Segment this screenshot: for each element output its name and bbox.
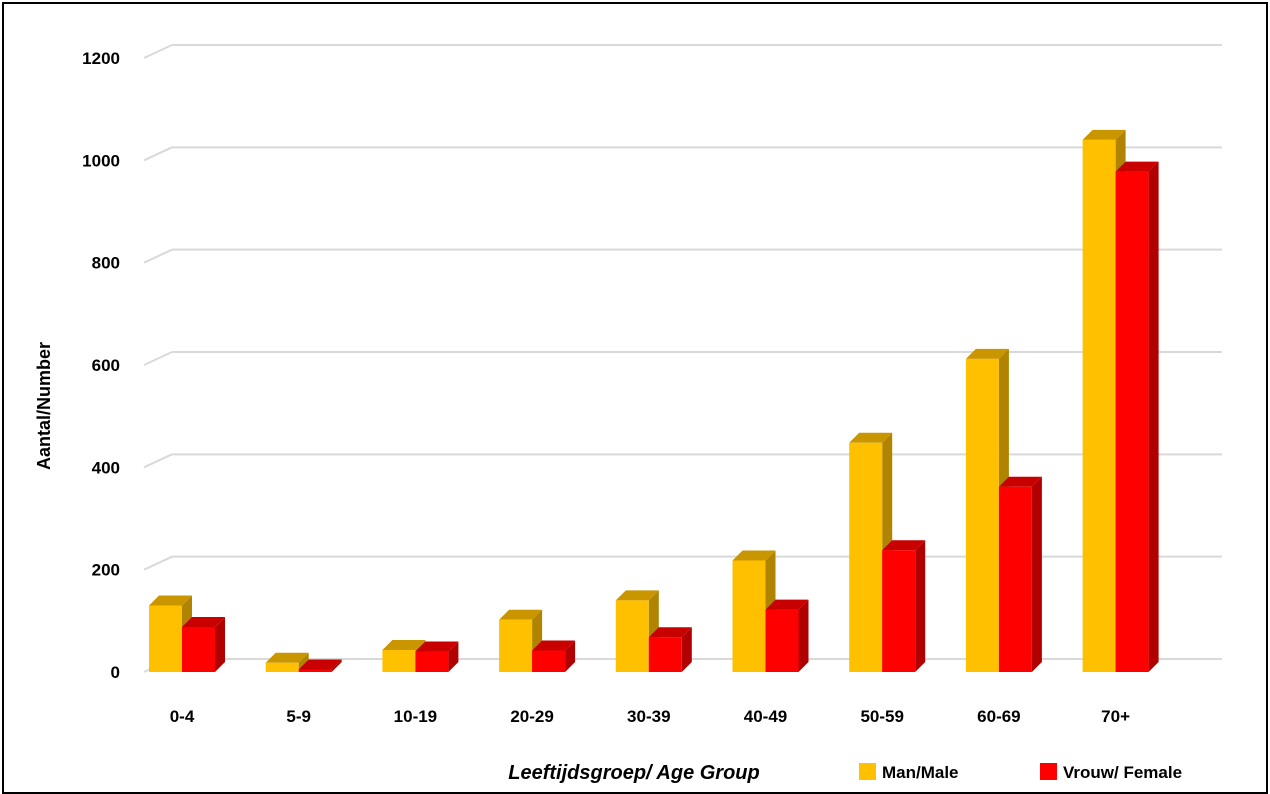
- legend-label-female: Vrouw/ Female: [1063, 763, 1182, 782]
- bar-top: [415, 641, 459, 652]
- bar-front: [965, 358, 999, 672]
- bar-top: [182, 616, 225, 627]
- bar-side: [1148, 161, 1159, 672]
- bar-front: [182, 626, 215, 672]
- x-tick-label: 40-49: [744, 707, 787, 726]
- bar-chart: 0 200 400 600 800 1000 1200 0-4 5-9 10-19 20-29 30…: [34, 44, 1222, 784]
- y-tick-label: 200: [92, 561, 120, 580]
- bar-female-30-39: [648, 627, 692, 672]
- x-tick-label: 60-69: [977, 707, 1020, 726]
- bar-side: [565, 640, 576, 672]
- bar-front: [265, 662, 299, 672]
- x-tick-label: 50-59: [860, 707, 903, 726]
- x-tick-label: 5-9: [286, 707, 311, 726]
- y-tick-label: 400: [92, 458, 120, 477]
- bar-top: [265, 652, 309, 663]
- gridline-side: [143, 453, 173, 469]
- bar-side: [681, 627, 692, 672]
- bar-top: [1115, 161, 1159, 172]
- bar-top: [532, 640, 576, 651]
- bar-male-60-69: [965, 348, 1009, 672]
- legend-swatch-male: [859, 763, 876, 780]
- bar-side: [915, 540, 926, 672]
- bars: [149, 129, 1159, 672]
- bar-top: [849, 432, 893, 443]
- x-tick-label: 10-19: [394, 707, 437, 726]
- x-axis-title: Leeftijdsgroep/ Age Group: [508, 762, 760, 784]
- bar-front: [149, 605, 182, 672]
- gridlines: [143, 44, 1222, 673]
- x-axis-ticks: 0-4 5-9 10-19 20-29 30-39 40-49 50-59 60-69 70+: [170, 707, 1130, 726]
- bar-front: [532, 650, 566, 672]
- legend-label-male: Man/Male: [882, 763, 959, 782]
- bar-top: [965, 348, 1009, 359]
- bar-top: [648, 627, 692, 638]
- gridline-side: [143, 555, 173, 571]
- legend-swatch-female: [1040, 763, 1057, 780]
- bar-front: [1115, 171, 1149, 672]
- y-axis-ticks: 0 200 400 600 800 1000 1200: [82, 49, 120, 682]
- y-tick-label: 0: [111, 663, 120, 682]
- bar-female-10-19: [415, 641, 459, 672]
- bar-front: [849, 442, 883, 672]
- bar-top: [615, 590, 659, 601]
- x-tick-label: 0-4: [170, 707, 195, 726]
- bar-front: [765, 609, 799, 672]
- bar-male-30-39: [615, 590, 659, 672]
- bar-top: [1082, 129, 1126, 140]
- y-tick-label: 1200: [82, 49, 120, 68]
- bar-top: [882, 540, 926, 551]
- legend: Man/Male Vrouw/ Female: [859, 763, 1182, 782]
- gridline-side: [143, 248, 173, 264]
- gridline-side: [143, 146, 173, 162]
- bar-female-60-69: [998, 476, 1042, 672]
- x-tick-label: 20-29: [510, 707, 553, 726]
- bar-front: [615, 600, 649, 672]
- y-tick-label: 1000: [82, 151, 120, 170]
- bar-female-20-29: [532, 640, 576, 672]
- bar-side: [798, 599, 809, 672]
- bar-side: [215, 616, 225, 672]
- bar-top: [732, 550, 776, 561]
- bar-side: [331, 659, 342, 672]
- bar-female-50-59: [882, 540, 926, 672]
- bar-front: [648, 637, 682, 672]
- bar-side: [448, 641, 459, 672]
- bar-top: [499, 609, 543, 620]
- bar-female-40-49: [765, 599, 809, 672]
- y-axis-title: Aantal/Number: [34, 342, 54, 470]
- bar-front: [998, 486, 1032, 672]
- bar-male-0-4: [149, 595, 192, 672]
- bar-female-70+: [1115, 161, 1159, 672]
- x-tick-label: 30-39: [627, 707, 670, 726]
- bar-top: [298, 659, 342, 670]
- bar-front: [882, 550, 916, 672]
- bar-top: [382, 639, 426, 650]
- bar-front: [732, 560, 766, 672]
- bar-top: [765, 599, 809, 610]
- bar-front: [499, 619, 533, 672]
- bar-front: [298, 669, 332, 672]
- bar-female-0-4: [182, 616, 225, 672]
- bar-male-40-49: [732, 550, 776, 672]
- x-tick-label: 70+: [1101, 707, 1130, 726]
- bar-top: [149, 595, 192, 606]
- bar-side: [1031, 476, 1042, 672]
- bar-front: [1082, 139, 1116, 672]
- bar-front: [382, 649, 416, 672]
- bar-female-5-9: [298, 659, 342, 672]
- gridline-side: [143, 351, 173, 366]
- gridline-side: [143, 44, 173, 59]
- bar-front: [415, 651, 449, 672]
- y-tick-label: 600: [92, 356, 120, 375]
- bar-top: [998, 476, 1042, 487]
- y-tick-label: 800: [92, 254, 120, 273]
